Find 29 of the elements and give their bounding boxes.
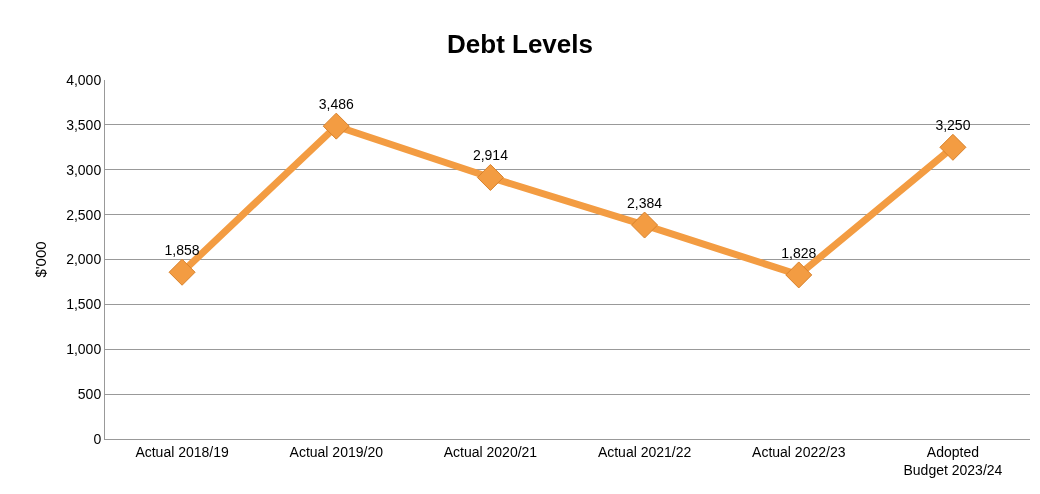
y-tick-label: 4,000: [66, 71, 102, 88]
x-tick-label: Adopted Budget 2023/24: [903, 443, 1003, 478]
y-axis-title: $'000: [32, 241, 50, 278]
data-label: 1,828: [781, 244, 817, 261]
data-label: 2,914: [472, 147, 509, 164]
y-tick-label: 1,500: [66, 296, 102, 313]
chart-title: Debt Levels: [447, 28, 593, 59]
point: [168, 258, 196, 286]
y-tick-label: 0: [93, 430, 102, 447]
data-label: 3,250: [935, 117, 971, 134]
x-tick-label: Actual 2019/20: [289, 443, 384, 460]
data-label: 3,486: [318, 96, 354, 113]
point: [322, 112, 350, 140]
x-tick-label: Actual 2020/21: [443, 443, 538, 460]
x-tick-label: Actual 2021/22: [597, 443, 692, 460]
y-tick-label: 2,000: [66, 251, 102, 268]
x-tick-label: Actual 2018/19: [135, 443, 229, 460]
data-label: 1,858: [164, 242, 200, 259]
point: [785, 261, 813, 289]
y-tick-label: 3,000: [66, 161, 102, 178]
y-tick-label: 1,000: [66, 341, 102, 358]
data-label: 2,384: [627, 195, 663, 212]
y-tick-label: 2,500: [66, 206, 102, 223]
x-tick-label: Actual 2022/23: [752, 443, 846, 460]
y-tick-label: 3,500: [66, 116, 102, 133]
point: [631, 211, 659, 239]
y-tick-label: 500: [77, 386, 102, 403]
point: [939, 133, 967, 161]
point: [476, 163, 504, 191]
